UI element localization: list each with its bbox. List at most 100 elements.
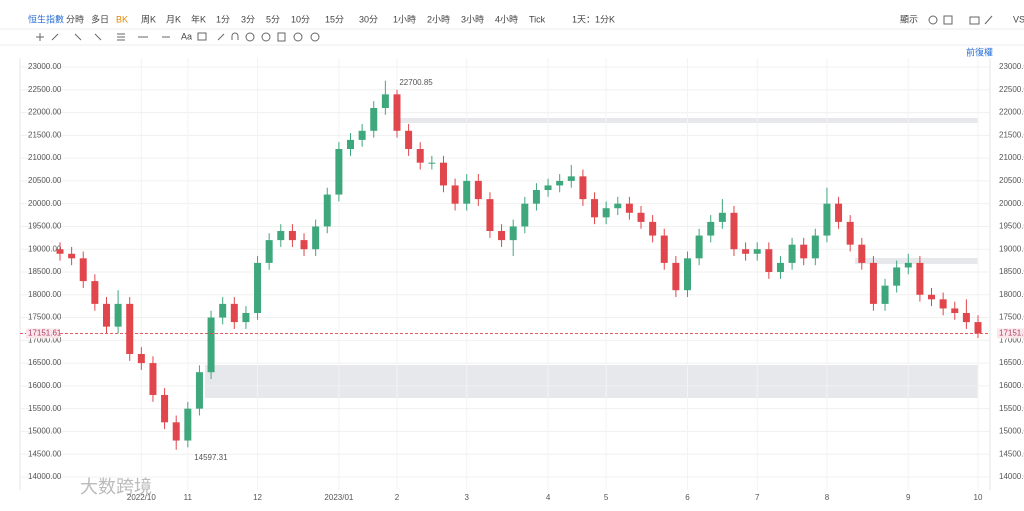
candle-body [428, 162, 436, 164]
period-tab[interactable]: 5分 [266, 14, 280, 24]
y2-tick-label: 15500.00 [999, 404, 1024, 413]
period-tab[interactable]: 分時 [66, 14, 84, 24]
y-tick-label: 18500.00 [28, 267, 62, 276]
period-tab[interactable]: BK [116, 14, 128, 24]
text-tool[interactable]: Aa [181, 31, 192, 41]
candle-body [114, 303, 122, 327]
x-tick-label: 8 [825, 493, 830, 502]
period-tab[interactable]: 多日 [91, 13, 109, 24]
candle-body [184, 408, 192, 441]
candle-body [405, 130, 413, 150]
candle-body [300, 240, 308, 250]
candle-body [672, 262, 680, 291]
y-tick-label: 21500.00 [28, 130, 62, 139]
y-tick-label: 20000.00 [28, 199, 62, 208]
candle-body [579, 176, 587, 200]
max-label: 22700.85 [399, 78, 433, 87]
candle-body [79, 258, 87, 282]
period-tab[interactable]: 2小時 [427, 14, 450, 24]
period-tab[interactable]: 4小時 [495, 14, 518, 24]
y-tick-label: 22000.00 [28, 108, 62, 117]
candle-body [172, 422, 180, 441]
tool-icons [36, 15, 993, 42]
candle-body [742, 249, 750, 254]
candle-body [347, 139, 355, 150]
y2-tick-label: 14500.00 [999, 449, 1024, 458]
y-tick-label: 15000.00 [28, 427, 62, 436]
y-tick-label: 17000.00 [28, 335, 62, 344]
candle-body [788, 244, 796, 263]
y2-tick-label: 21000.00 [999, 153, 1024, 162]
candle-body [753, 249, 761, 254]
candle-body [230, 303, 238, 323]
period-tab[interactable]: 15分 [325, 14, 344, 24]
period-tab[interactable]: 1小時 [393, 14, 416, 24]
candle-body [137, 353, 145, 364]
period-tab[interactable]: 1分 [216, 14, 230, 24]
candle-body [463, 180, 471, 204]
period-tab[interactable]: 3小時 [461, 14, 484, 24]
adjust-mode[interactable]: 前復權 [966, 46, 993, 57]
period-tab[interactable]: 月K [166, 14, 181, 24]
y2-tick-label: 17000.00 [999, 335, 1024, 344]
y-tick-label: 18000.00 [28, 290, 62, 299]
last-price-label: 17151.61 [28, 329, 62, 338]
period-tab[interactable]: 10分 [291, 14, 310, 24]
period-tab[interactable]: 30分 [359, 14, 378, 24]
candle-body [358, 130, 366, 140]
period-tab[interactable]: Tick [529, 14, 546, 24]
x-tick-label: 6 [685, 493, 690, 502]
y-tick-label: 14500.00 [28, 449, 62, 458]
watermark: 大数跨境 [80, 477, 152, 497]
last-price-label: 17151.61 [999, 329, 1024, 338]
y2-tick-label: 15000.00 [999, 427, 1024, 436]
candle-body [219, 303, 227, 318]
candle-body [486, 199, 494, 232]
last-price-box [997, 328, 1024, 339]
y-tick-label: 16000.00 [28, 381, 62, 390]
y-tick-label: 19000.00 [28, 244, 62, 253]
candle-body [149, 363, 157, 395]
compare[interactable]: VS [1013, 14, 1024, 24]
x-tick-label: 7 [755, 493, 760, 502]
y-tick-label: 19500.00 [28, 222, 62, 231]
y2-tick-label: 19500.00 [999, 222, 1024, 231]
candle-body [439, 162, 447, 186]
period-tab[interactable]: 年K [191, 13, 206, 24]
candle-body [265, 240, 273, 263]
candle-body [718, 212, 726, 222]
y-tick-label: 16500.00 [28, 358, 62, 367]
period-tab[interactable]: 3分 [241, 14, 255, 24]
display-menu[interactable]: 顯示 [900, 14, 918, 24]
period-tab[interactable]: 1天：1分K [572, 14, 615, 24]
y-tick-label: 17500.00 [28, 313, 62, 322]
y2-tick-label: 18000.00 [999, 290, 1024, 299]
candle-body [835, 203, 843, 222]
candle-body [567, 176, 575, 181]
candle-body [207, 317, 215, 373]
candle-body [928, 294, 936, 300]
candle-body [126, 303, 134, 354]
candle-body [288, 231, 296, 241]
candle-body [161, 394, 169, 423]
y-tick-label: 20500.00 [28, 176, 62, 185]
candle-body [869, 262, 877, 304]
x-tick-label: 2 [395, 493, 400, 502]
grid [20, 58, 990, 490]
y2-tick-label: 18500.00 [999, 267, 1024, 276]
candle-body [242, 312, 250, 323]
candle-body [509, 226, 517, 241]
y2-tick-label: 19000.00 [999, 244, 1024, 253]
candle-body [335, 149, 343, 195]
period-tab[interactable]: 周K [141, 14, 156, 24]
y-tick-label: 22500.00 [28, 85, 62, 94]
y2-tick-label: 22500.00 [999, 85, 1024, 94]
candle-body [823, 203, 831, 236]
candle-body [707, 221, 715, 236]
candle-body [277, 231, 285, 241]
y2-tick-label: 21500.00 [999, 130, 1024, 139]
candle-body [381, 94, 389, 109]
y2-tick-label: 17500.00 [999, 313, 1024, 322]
candle-body [846, 221, 854, 245]
